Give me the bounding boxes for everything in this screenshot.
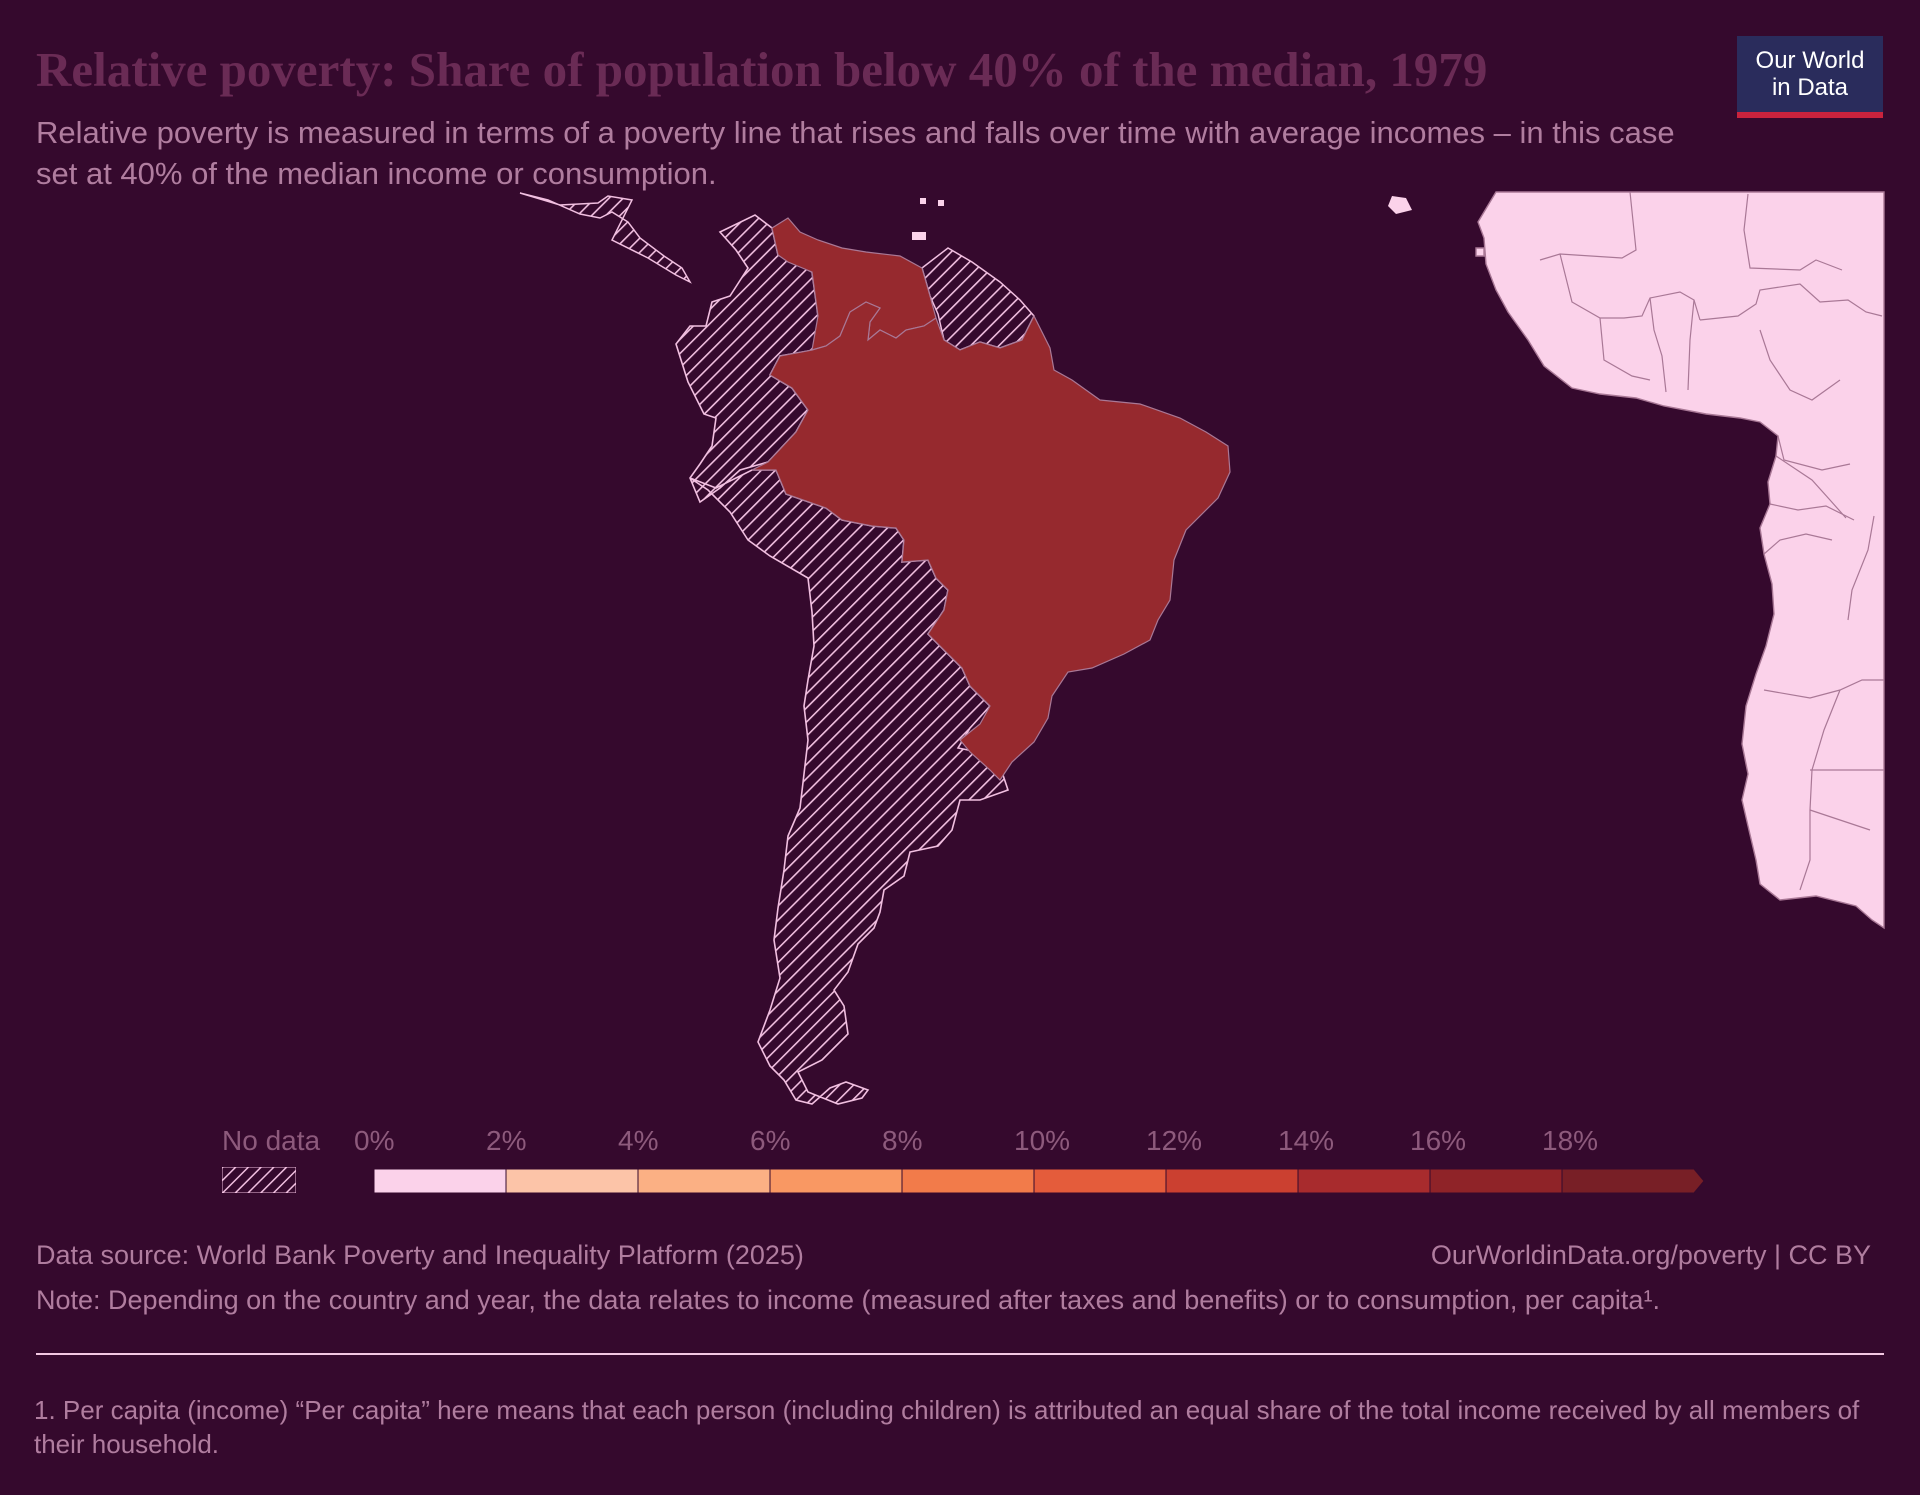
legend-bin[interactable] xyxy=(505,1168,639,1194)
legend-tick-label: 8% xyxy=(882,1125,923,1156)
africa[interactable] xyxy=(1475,191,1885,930)
legend-bin[interactable] xyxy=(1297,1168,1431,1194)
legend-tick-label: 4% xyxy=(618,1125,659,1156)
chart-subtitle: Relative poverty is measured in terms of… xyxy=(36,115,1675,191)
note-text: Note: Depending on the country and year,… xyxy=(36,1285,1660,1315)
legend-bin[interactable] xyxy=(1033,1168,1167,1194)
legend-bin[interactable] xyxy=(1561,1168,1704,1194)
data-source: Data source: World Bank Poverty and Ineq… xyxy=(36,1240,804,1270)
legend-no-data-swatch[interactable] xyxy=(222,1167,296,1193)
legend-color-scale xyxy=(374,1168,1704,1194)
footnote: 1. Per capita (income) “Per capita” here… xyxy=(34,1395,1860,1459)
legend-tick-label: 0% xyxy=(354,1125,395,1156)
legend-tick-label: 18% xyxy=(1542,1125,1599,1156)
central-america[interactable] xyxy=(519,192,692,284)
legend-tick-label: 10% xyxy=(1014,1125,1071,1156)
legend-tick-label: 6% xyxy=(750,1125,791,1156)
legend-bin[interactable] xyxy=(374,1168,507,1194)
legend-no-data-label: No data xyxy=(222,1125,321,1156)
logo-line-1: Our World xyxy=(1755,47,1865,74)
legend-tick-label: 2% xyxy=(486,1125,527,1156)
choropleth-map xyxy=(519,191,1885,1105)
divider xyxy=(36,1353,1884,1355)
legend-bin[interactable] xyxy=(769,1168,903,1194)
caribbean-islands xyxy=(912,196,1412,240)
legend-bin[interactable] xyxy=(637,1168,771,1194)
legend-bin[interactable] xyxy=(1165,1168,1299,1194)
logo-line-2: in Data xyxy=(1771,74,1849,101)
legend-tick-label: 14% xyxy=(1278,1125,1335,1156)
legend-tick-label: 12% xyxy=(1146,1125,1203,1156)
legend-tick-label: 16% xyxy=(1410,1125,1467,1156)
source-link[interactable]: OurWorldinData.org/poverty | CC BY xyxy=(1430,1240,1871,1270)
owid-logo[interactable]: Our World in Data xyxy=(1737,36,1883,118)
africa-borders xyxy=(1539,191,1884,891)
legend-bin[interactable] xyxy=(901,1168,1035,1194)
chart-title: Relative poverty: Share of population be… xyxy=(36,42,1488,97)
legend-bin[interactable] xyxy=(1429,1168,1563,1194)
country-brazil[interactable] xyxy=(751,301,1231,781)
